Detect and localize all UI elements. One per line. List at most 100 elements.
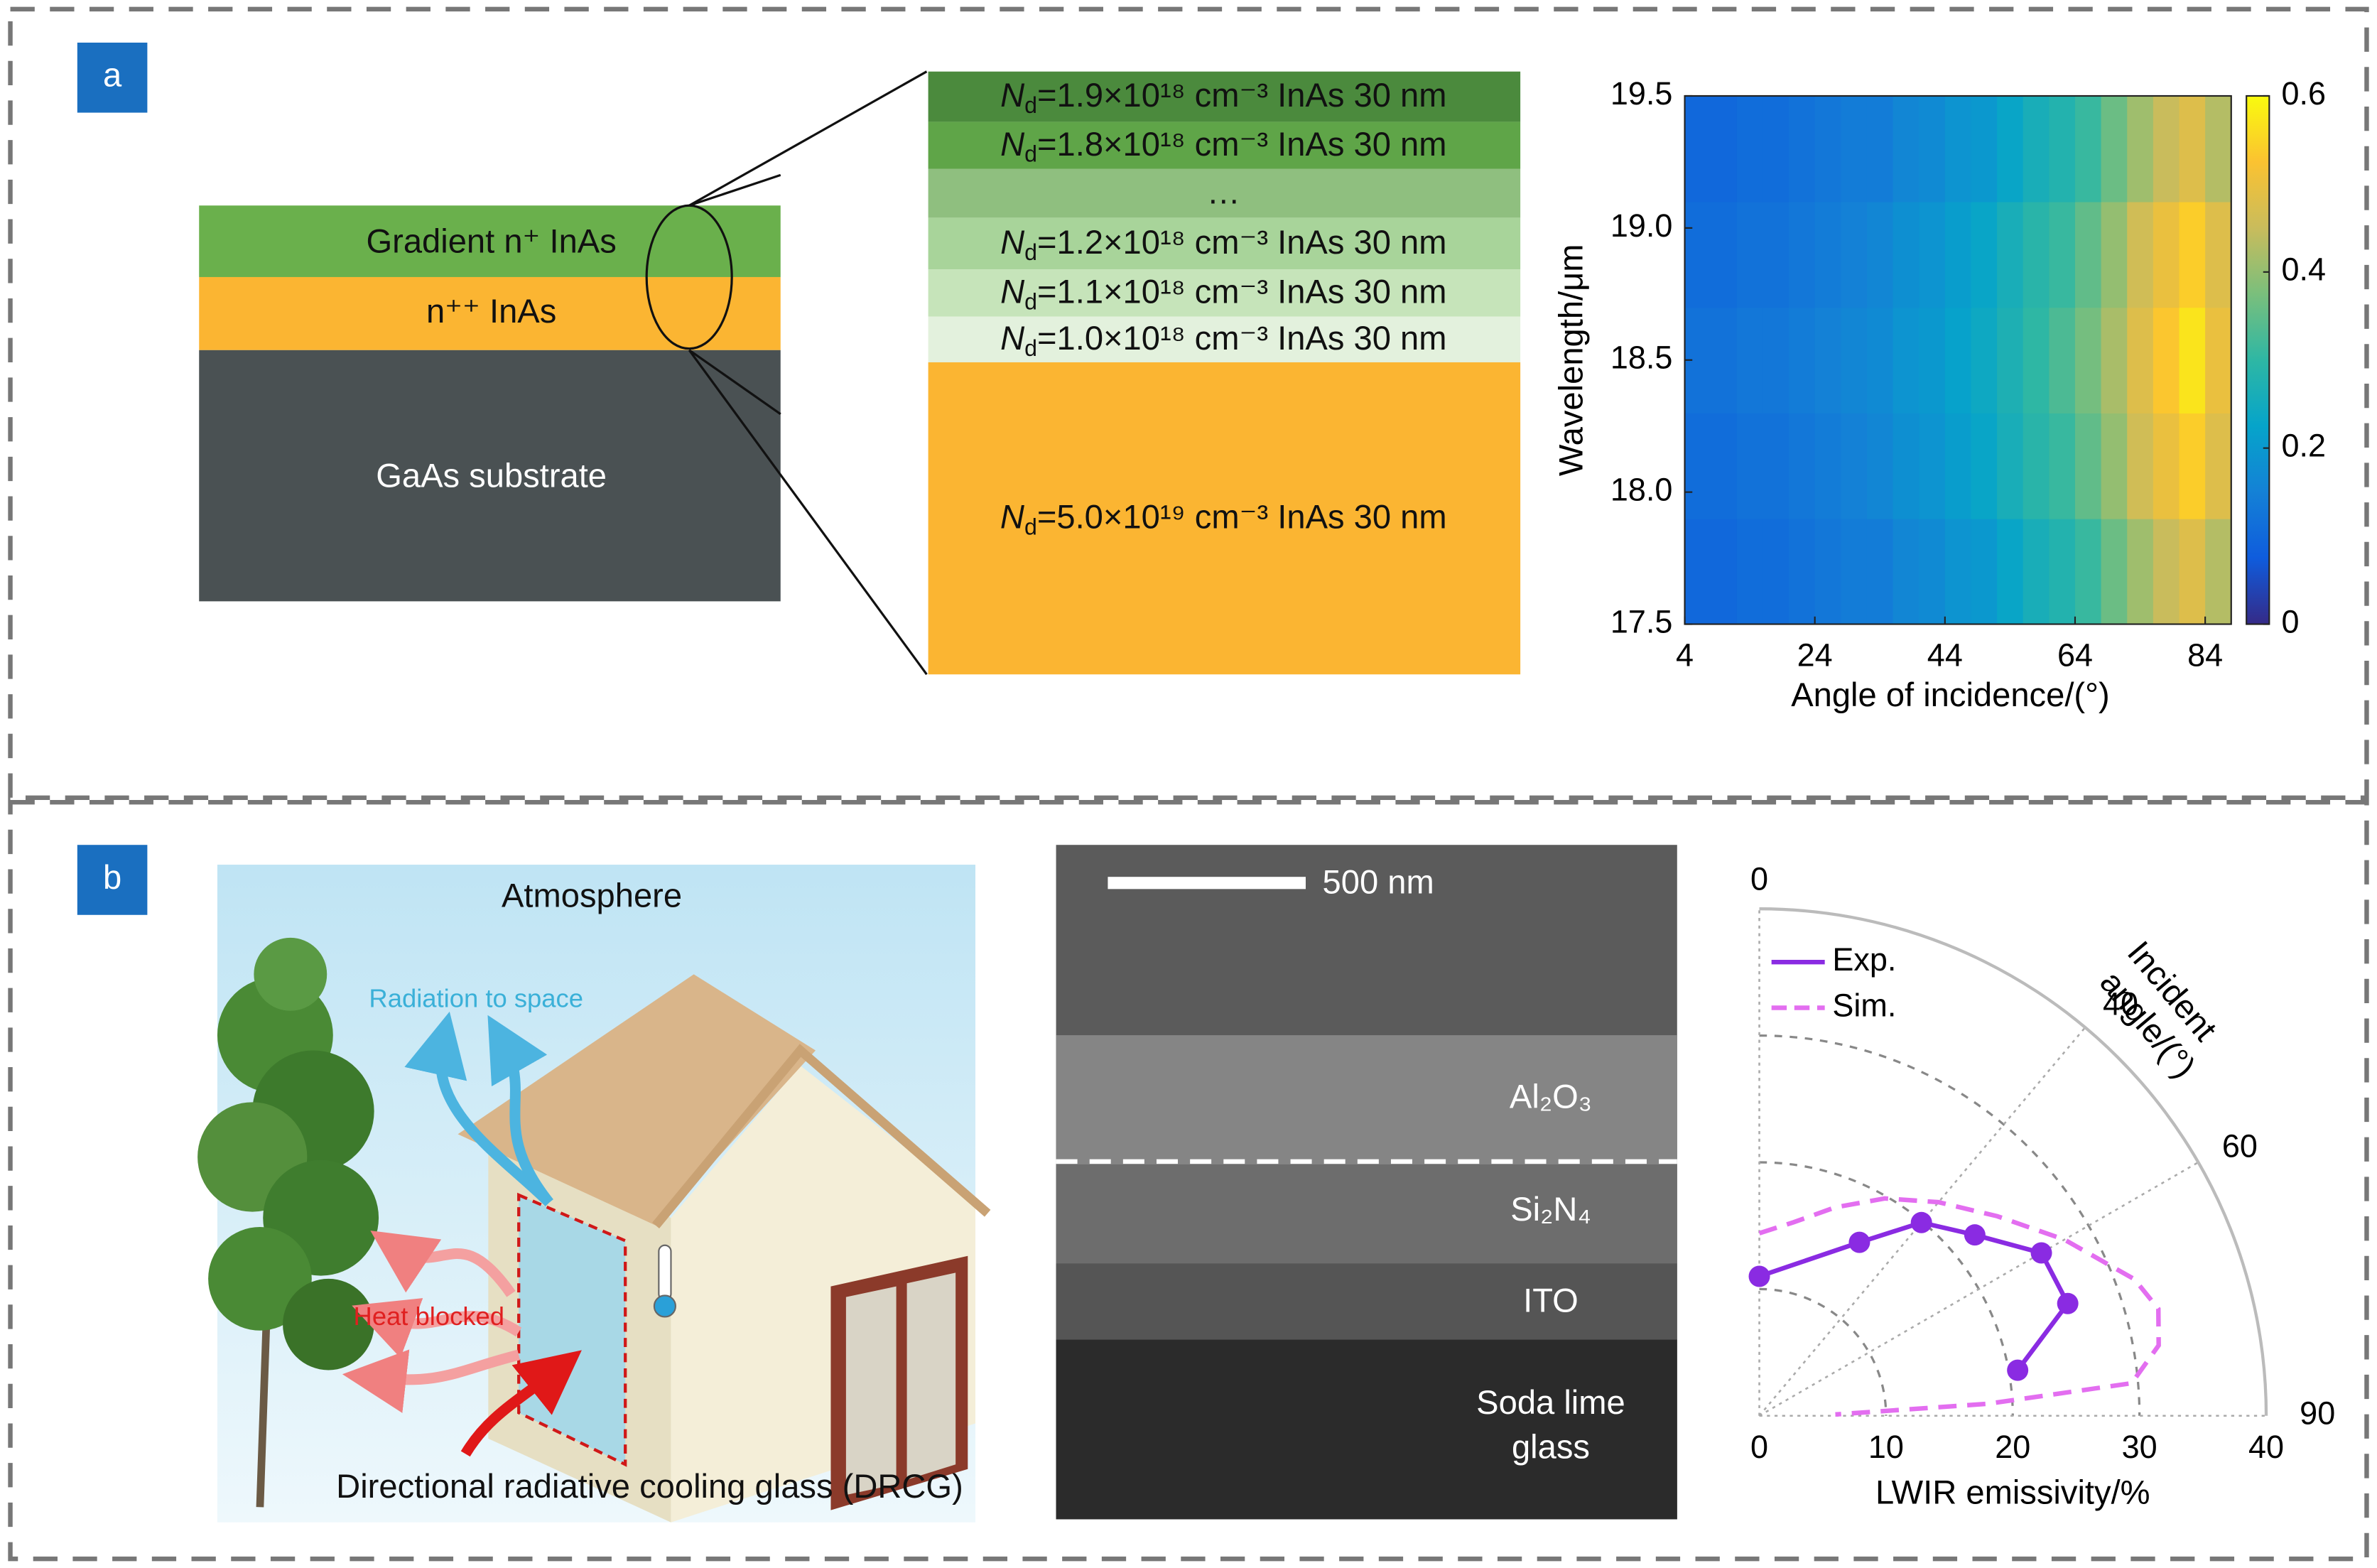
- data-point: [1964, 1224, 1986, 1246]
- layer-label: n⁺⁺ InAs: [426, 292, 556, 330]
- panel-label-box: [77, 42, 148, 113]
- heatmap-cell: [1971, 518, 1998, 625]
- heatmap-cell: [1711, 95, 1738, 202]
- heatmap-cell: [1763, 518, 1789, 625]
- legend-label: Sim.: [1832, 987, 1896, 1023]
- data-point: [2007, 1359, 2029, 1381]
- heatmap-cell: [1841, 413, 1868, 519]
- heatmap-cell: [1997, 307, 2024, 413]
- r-grid: [1759, 907, 2268, 1416]
- y-tick-label: 19.5: [1610, 75, 1673, 112]
- layer-label: Gradient n⁺ InAs: [366, 222, 616, 259]
- arrows: [342, 1011, 582, 1457]
- heatmap-cell: [2023, 95, 2050, 202]
- heatmap-cell: [2179, 201, 2206, 308]
- colorbar-tick-label: 0.6: [2281, 75, 2326, 112]
- heatmap-cell: [1919, 307, 1946, 413]
- zoom-layer-label: Nd=1.1×10¹⁸ cm⁻³ InAs 30 nm: [1000, 273, 1446, 315]
- r-tick-label: 20: [1995, 1429, 2030, 1465]
- heatmap-cell: [1866, 518, 1894, 625]
- heatmap-cell: [1736, 201, 1764, 308]
- heatmap-cell: [1919, 518, 1946, 625]
- heatmap-cell: [2153, 201, 2180, 308]
- heatmap-cell: [2074, 95, 2102, 202]
- layer-text: …: [1207, 173, 1240, 211]
- illustration-label: Atmosphere: [502, 877, 682, 914]
- x-tick-label: 24: [1797, 637, 1833, 674]
- heatmap-cell: [1944, 307, 1972, 413]
- x-tick-label: 44: [1927, 637, 1963, 674]
- theta-tick-label: 0: [1750, 861, 1768, 897]
- layer-label: GaAs substrate: [376, 456, 607, 494]
- illustration-label: Radiation to space: [369, 983, 583, 1012]
- heatmap-cell: [1841, 95, 1868, 202]
- sem-layer-label: Si₂N₄: [1510, 1190, 1591, 1228]
- sem-image: [1056, 845, 1677, 1520]
- r-tick-label: 10: [1868, 1429, 1904, 1465]
- heatmap-cell: [1944, 95, 1972, 202]
- heatmap-cell: [1789, 95, 1816, 202]
- heatmap-cell: [1944, 518, 1972, 625]
- heatmap-cell: [1971, 95, 1998, 202]
- heatmap-cell: [1711, 201, 1738, 308]
- theta-tick-label: 40: [2103, 985, 2138, 1022]
- symbol: N: [1000, 125, 1025, 163]
- heatmap-cell: [2179, 307, 2206, 413]
- heatmap-cell: [1971, 307, 1998, 413]
- heatmap-cell: [2205, 201, 2232, 308]
- zoom-layer-label: …: [1207, 173, 1240, 211]
- colorbar-tick-label: 0: [2281, 603, 2299, 639]
- heatmap-cell: [2049, 413, 2076, 519]
- heatmap-cell: [1841, 201, 1868, 308]
- heatmap-cell: [1997, 518, 2024, 625]
- heatmap-cell: [2153, 413, 2180, 519]
- illustration-label: Directional radiative cooling glass (DRC…: [336, 1467, 963, 1505]
- heatmap-cell: [1814, 413, 1842, 519]
- heatmap-cell: [1763, 413, 1789, 519]
- heatmap-cell: [1814, 95, 1842, 202]
- zoom-layer-label: Nd=1.2×10¹⁸ cm⁻³ InAs 30 nm: [1000, 223, 1446, 265]
- heatmap-cell: [2205, 95, 2232, 202]
- heatmap-cell: [2153, 307, 2180, 413]
- heatmap-cell: [2049, 518, 2076, 625]
- r-grid: [1759, 1161, 2014, 1416]
- heatmap-cell: [1763, 201, 1789, 308]
- heatmap-cell: [1971, 201, 1998, 308]
- r-tick-label: 0: [1750, 1429, 1768, 1465]
- heatmap-cell: [2023, 307, 2050, 413]
- layer: [199, 205, 781, 277]
- theta-tick-label: 60: [2222, 1128, 2258, 1164]
- zoom-layer: [928, 362, 1521, 675]
- heatmap-cell: [1997, 95, 2024, 202]
- symbol: N: [1000, 273, 1025, 310]
- heatmap-cell: [2074, 201, 2102, 308]
- zoom-layer: [928, 71, 1521, 122]
- sem-layer-label: ITO: [1523, 1282, 1579, 1319]
- x-tick-label: 4: [1676, 637, 1694, 674]
- tree: [197, 937, 379, 1508]
- zoom-lines: [688, 70, 928, 676]
- zoom-layer-label: Nd=1.0×10¹⁸ cm⁻³ InAs 30 nm: [1000, 319, 1446, 361]
- panel-frame: [8, 6, 2369, 800]
- heatmap-cell: [1711, 307, 1738, 413]
- heatmap-cell: [1866, 201, 1894, 308]
- layer-text: =1.9×10¹⁸ cm⁻³ InAs 30 nm: [1037, 77, 1446, 114]
- colorbar-tick-label: 0.2: [2281, 428, 2326, 464]
- heatmap-cell: [1814, 201, 1842, 308]
- subscript: d: [1024, 514, 1037, 540]
- y-tick-label: 17.5: [1610, 603, 1673, 639]
- heatmap-cell: [1866, 307, 1894, 413]
- layer-text: =1.2×10¹⁸ cm⁻³ InAs 30 nm: [1037, 223, 1446, 261]
- layer-text: =5.0×10¹⁹ cm⁻³ InAs 30 nm: [1037, 498, 1447, 536]
- heatmap-cell: [1841, 518, 1868, 625]
- subscript: d: [1024, 141, 1037, 167]
- heatmap-cell: [2127, 518, 2154, 625]
- x-axis-label: Angle of incidence/(°): [1791, 676, 2109, 713]
- zoom-layer: [928, 316, 1521, 362]
- scale-bar-label: 500 nm: [1323, 863, 1434, 900]
- r-grid: [1759, 1034, 2141, 1416]
- heatmap-cell: [1893, 95, 1920, 202]
- sem-layer-label: Soda lime: [1476, 1383, 1625, 1421]
- heatmap-cell: [1997, 413, 2024, 519]
